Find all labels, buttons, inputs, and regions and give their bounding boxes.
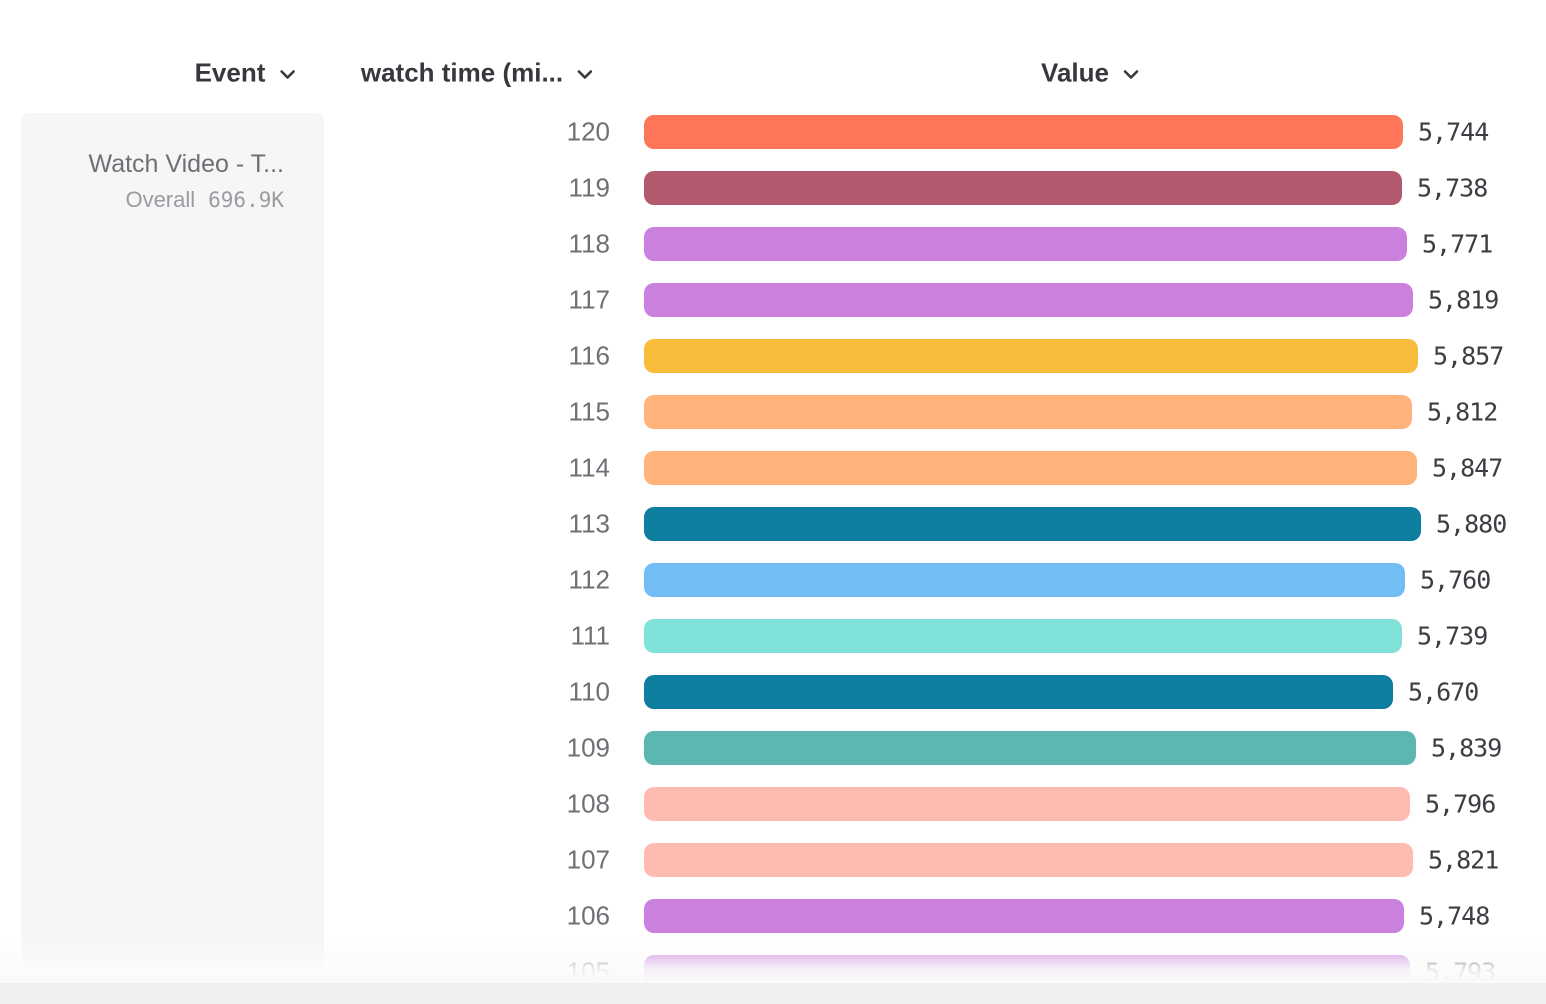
bar[interactable]: [644, 731, 1416, 765]
breakdown-column-label: watch time (mi...: [360, 57, 564, 88]
chart-row: 113 5,880: [0, 496, 1546, 552]
bar-value-label: 5,839: [1431, 733, 1502, 763]
bar[interactable]: [644, 451, 1417, 485]
bar-value-label: 5,771: [1422, 229, 1493, 259]
bar-value-label: 5,821: [1428, 845, 1499, 875]
bar-value-label: 5,670: [1408, 677, 1479, 707]
bar-value-label: 5,748: [1419, 901, 1490, 931]
bar[interactable]: [644, 171, 1402, 205]
bar-value-label: 5,796: [1425, 789, 1496, 819]
bar[interactable]: [644, 787, 1410, 821]
bar[interactable]: [644, 507, 1421, 541]
bar[interactable]: [644, 675, 1393, 709]
bar-category-label: 114: [568, 452, 610, 483]
bar-category-label: 112: [568, 564, 610, 595]
bar-category-label: 115: [568, 396, 610, 427]
bar-value-label: 5,847: [1432, 453, 1503, 483]
bar-category-label: 113: [568, 508, 610, 539]
bar-category-label: 110: [568, 676, 610, 707]
chevron-down-icon: [279, 67, 295, 80]
bar-category-label: 106: [566, 900, 610, 931]
bar[interactable]: [644, 339, 1418, 373]
breakdown-column-header[interactable]: watch time (mi...: [361, 58, 593, 89]
bar-value-label: 5,739: [1417, 621, 1488, 651]
bottom-strip: [0, 983, 1546, 1004]
chart-row: 111 5,739: [0, 608, 1546, 664]
bar-value-label: 5,880: [1436, 509, 1507, 539]
overall-label: Overall: [125, 187, 196, 212]
chart-row: 115 5,812: [0, 384, 1546, 440]
bar-value-label: 5,738: [1417, 173, 1488, 203]
bar[interactable]: [644, 843, 1413, 877]
bar-category-label: 116: [568, 340, 610, 371]
chart-row: 118 5,771: [0, 216, 1546, 272]
chart-row: 114 5,847: [0, 440, 1546, 496]
bar[interactable]: [644, 395, 1412, 429]
bar-value-label: 5,744: [1418, 117, 1489, 147]
chart-row: 116 5,857: [0, 328, 1546, 384]
bar-category-label: 119: [568, 172, 610, 203]
chart-row: 120 5,744: [0, 104, 1546, 160]
bar[interactable]: [644, 115, 1403, 149]
bar-chart: 120 5,744 119 5,738 118 5,771 117 5,819 …: [0, 104, 1546, 1000]
chart-row: 110 5,670: [0, 664, 1546, 720]
event-card[interactable]: Watch Video - T... Overall 696.9K: [21, 113, 324, 968]
event-column-header[interactable]: Event: [195, 58, 296, 89]
bar-category-label: 118: [568, 228, 610, 259]
bar[interactable]: [644, 619, 1402, 653]
bar-category-label: 117: [568, 284, 610, 315]
bar-category-label: 109: [566, 732, 610, 763]
bar[interactable]: [644, 227, 1407, 261]
chart-row: 106 5,748: [0, 888, 1546, 944]
chart-row: 112 5,760: [0, 552, 1546, 608]
event-column-label: Event: [194, 57, 266, 88]
bar[interactable]: [644, 283, 1413, 317]
value-column-label: Value: [1041, 57, 1109, 88]
bar-category-label: 111: [570, 620, 610, 651]
bar[interactable]: [644, 899, 1404, 933]
bar[interactable]: [644, 563, 1405, 597]
overall-value: 696.9K: [208, 188, 284, 212]
chart-row: 117 5,819: [0, 272, 1546, 328]
event-overall-row: Overall 696.9K: [21, 187, 284, 213]
chart-row: 108 5,796: [0, 776, 1546, 832]
bar-value-label: 5,819: [1428, 285, 1499, 315]
chart-row: 109 5,839: [0, 720, 1546, 776]
value-column-header[interactable]: Value: [1041, 58, 1139, 89]
chart-row: 107 5,821: [0, 832, 1546, 888]
bar-value-label: 5,812: [1427, 397, 1498, 427]
bar-value-label: 5,760: [1420, 565, 1491, 595]
chevron-down-icon: [577, 67, 593, 80]
chevron-down-icon: [1123, 67, 1139, 80]
bar-category-label: 108: [566, 788, 610, 819]
chart-row: 119 5,738: [0, 160, 1546, 216]
bar-value-label: 5,857: [1433, 341, 1504, 371]
bar-category-label: 120: [566, 116, 610, 147]
bar-category-label: 107: [566, 844, 610, 875]
event-name: Watch Video - T...: [88, 150, 284, 178]
